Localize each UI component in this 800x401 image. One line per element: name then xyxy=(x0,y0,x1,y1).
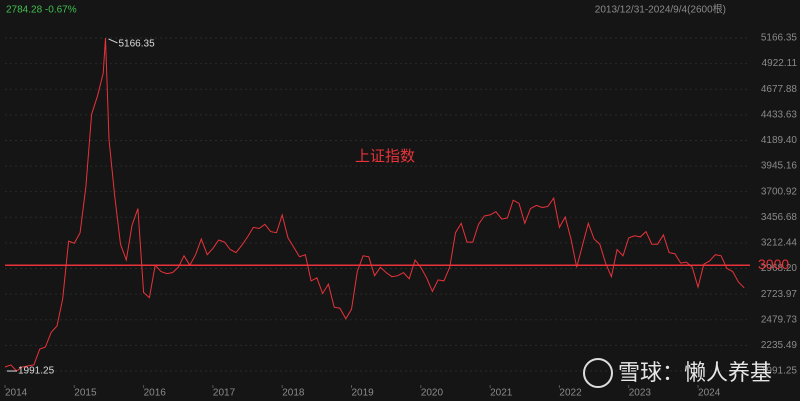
x-tick-label: 2017 xyxy=(213,388,236,399)
chart-title: 上证指数 xyxy=(355,148,415,165)
y-tick-label: 3212.44 xyxy=(761,238,798,249)
y-tick-label: 4677.88 xyxy=(761,84,798,95)
x-tick-label: 2024 xyxy=(698,388,721,399)
x-tick-label: 2016 xyxy=(144,388,167,399)
x-tick-label: 2015 xyxy=(74,388,97,399)
y-tick-label: 3945.16 xyxy=(761,161,798,172)
y-tick-label: 5166.35 xyxy=(761,33,798,44)
y-tick-label: 4189.40 xyxy=(761,135,798,146)
max-label: 5166.35 xyxy=(118,39,155,50)
y-tick-label: 2968.20 xyxy=(761,263,798,274)
y-tick-label: 2479.73 xyxy=(761,314,798,325)
max-arrow xyxy=(108,38,118,44)
min-label: 1991.25 xyxy=(18,366,55,377)
y-tick-label: 1991.25 xyxy=(761,366,798,377)
reference-label: 3000 xyxy=(758,256,789,272)
x-tick-label: 2018 xyxy=(282,388,305,399)
x-tick-label: 2019 xyxy=(352,388,375,399)
date-range: 2013/12/31-2024/9/4(2600根) xyxy=(595,3,726,16)
y-tick-label: 4433.63 xyxy=(761,109,798,120)
x-tick-label: 2014 xyxy=(5,388,28,399)
watermark-icon xyxy=(583,358,613,388)
y-tick-label: 4922.11 xyxy=(762,58,798,69)
price-info: 2784.28 -0.67% xyxy=(6,5,77,16)
y-tick-label: 2723.97 xyxy=(761,289,798,300)
x-tick-label: 2023 xyxy=(629,388,652,399)
price-line xyxy=(4,37,745,372)
y-tick-label: 3456.68 xyxy=(761,212,798,223)
y-tick-label: 3700.92 xyxy=(761,186,798,197)
y-tick-label: 2235.49 xyxy=(761,340,798,351)
x-tick-label: 2022 xyxy=(559,388,582,399)
x-tick-label: 2020 xyxy=(421,388,444,399)
x-tick-label: 2021 xyxy=(490,388,513,399)
watermark: 雪球：懒人养基 xyxy=(618,360,772,385)
